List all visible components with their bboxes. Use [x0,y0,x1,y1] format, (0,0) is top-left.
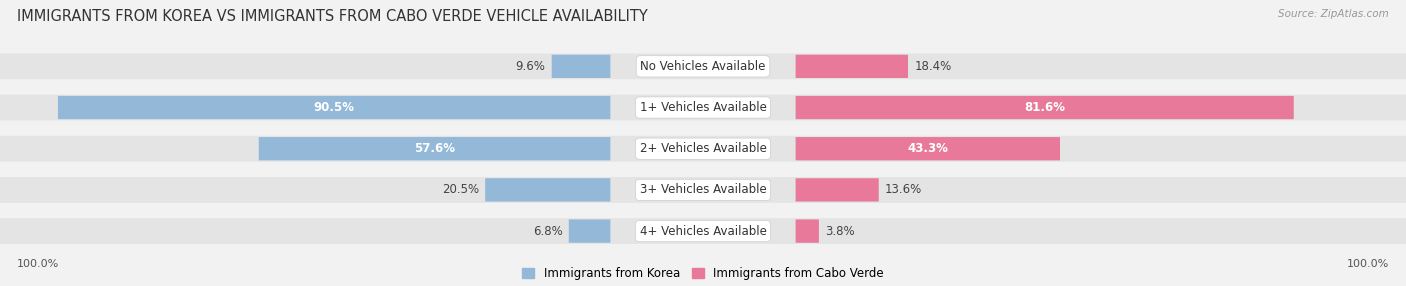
Text: 81.6%: 81.6% [1024,101,1066,114]
Text: 6.8%: 6.8% [533,225,562,238]
Text: 3.8%: 3.8% [825,225,855,238]
Legend: Immigrants from Korea, Immigrants from Cabo Verde: Immigrants from Korea, Immigrants from C… [523,267,883,280]
Text: 100.0%: 100.0% [1347,259,1389,269]
Text: IMMIGRANTS FROM KOREA VS IMMIGRANTS FROM CABO VERDE VEHICLE AVAILABILITY: IMMIGRANTS FROM KOREA VS IMMIGRANTS FROM… [17,9,648,23]
Text: 2+ Vehicles Available: 2+ Vehicles Available [640,142,766,155]
FancyBboxPatch shape [796,178,879,202]
Text: 1+ Vehicles Available: 1+ Vehicles Available [640,101,766,114]
FancyBboxPatch shape [485,178,610,202]
Text: 57.6%: 57.6% [413,142,456,155]
FancyBboxPatch shape [58,96,610,119]
Text: 20.5%: 20.5% [441,183,479,196]
Text: 3+ Vehicles Available: 3+ Vehicles Available [640,183,766,196]
Text: 13.6%: 13.6% [884,183,922,196]
FancyBboxPatch shape [796,219,818,243]
FancyBboxPatch shape [259,137,610,160]
FancyBboxPatch shape [0,53,1406,79]
Text: 100.0%: 100.0% [17,259,59,269]
Text: No Vehicles Available: No Vehicles Available [640,60,766,73]
FancyBboxPatch shape [0,136,1406,162]
Text: 43.3%: 43.3% [907,142,948,155]
Text: 4+ Vehicles Available: 4+ Vehicles Available [640,225,766,238]
FancyBboxPatch shape [796,55,908,78]
Text: Source: ZipAtlas.com: Source: ZipAtlas.com [1278,9,1389,19]
Text: 9.6%: 9.6% [516,60,546,73]
FancyBboxPatch shape [569,219,610,243]
FancyBboxPatch shape [0,218,1406,244]
Text: 90.5%: 90.5% [314,101,354,114]
FancyBboxPatch shape [796,96,1294,119]
FancyBboxPatch shape [551,55,610,78]
FancyBboxPatch shape [0,95,1406,120]
Text: 18.4%: 18.4% [914,60,952,73]
FancyBboxPatch shape [796,137,1060,160]
FancyBboxPatch shape [0,177,1406,203]
